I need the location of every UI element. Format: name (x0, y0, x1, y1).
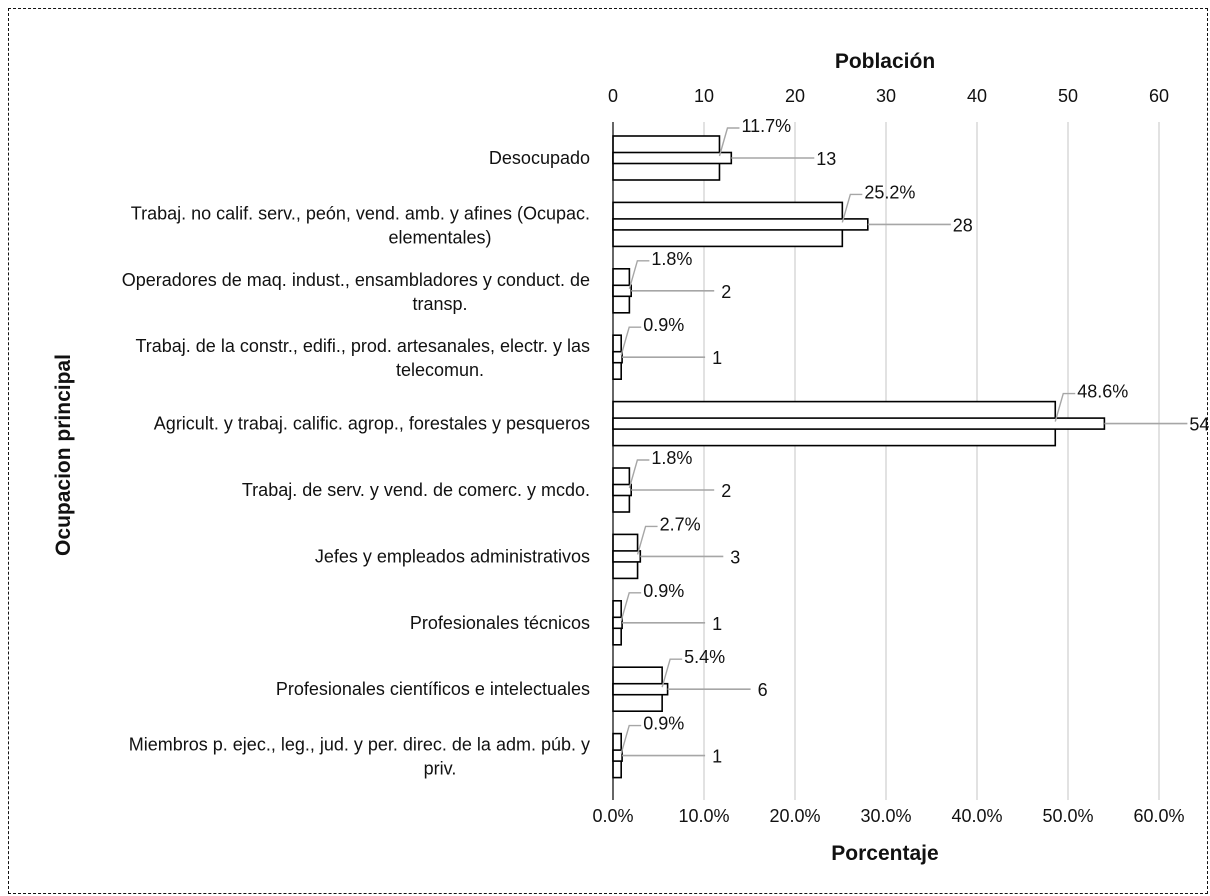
top-axis-tick-label: 0 (608, 86, 618, 106)
population-bar (612, 682, 669, 696)
population-data-label: 6 (758, 680, 768, 700)
top-axis-tick-label: 60 (1149, 86, 1169, 106)
bottom-axis-tick-label: 40.0% (951, 806, 1002, 826)
category-label: Trabaj. no calif. serv., peón, vend. amb… (131, 203, 590, 223)
category-label: elementales) (388, 227, 491, 247)
bottom-axis-tick-label: 30.0% (860, 806, 911, 826)
population-data-label: 13 (816, 149, 836, 169)
percentage-label-leader (620, 724, 642, 754)
bottom-axis-tick-label: 50.0% (1042, 806, 1093, 826)
category-label: Miembros p. ejec., leg., jud. y per. dir… (129, 735, 590, 755)
category-label: Desocupado (489, 148, 590, 168)
category-label: Trabaj. de serv. y vend. de comerc. y mc… (242, 480, 590, 500)
population-bar (612, 284, 633, 298)
population-data-label: 3 (730, 547, 740, 567)
top-axis-tick-label: 50 (1058, 86, 1078, 106)
percentage-label-leader (620, 592, 642, 621)
percentage-label-leader (1054, 392, 1076, 422)
population-bar (612, 483, 633, 497)
population-bar (612, 550, 642, 563)
bottom-axis-tick-label: 10.0% (678, 806, 729, 826)
percentage-data-label: 1.8% (651, 448, 692, 468)
population-data-label: 2 (721, 282, 731, 302)
population-data-label: 1 (712, 614, 722, 634)
population-data-label: 54 (1189, 415, 1209, 435)
category-label: Trabaj. de la constr., edifi., prod. art… (135, 336, 590, 356)
bottom-axis-title: Porcentaje (831, 842, 938, 865)
percentage-data-label: 5.4% (684, 647, 725, 667)
percentage-data-label: 0.9% (643, 714, 684, 734)
percentage-data-label: 2.7% (660, 514, 701, 534)
percentage-data-label: 11.7% (741, 116, 791, 136)
top-axis-tick-label: 10 (694, 86, 714, 106)
population-bar (612, 218, 869, 231)
category-label: priv. (424, 759, 457, 779)
percentage-label-leader (628, 459, 650, 489)
top-axis-title: Población (835, 50, 935, 73)
category-label: Jefes y empleados administrativos (315, 546, 590, 566)
percentage-data-label: 0.9% (643, 581, 684, 601)
population-data-label: 1 (712, 348, 722, 368)
category-label: Agricult. y trabaj. calific. agrop., for… (154, 414, 590, 434)
category-label: telecomun. (396, 360, 484, 380)
bottom-axis-tick-label: 0.0% (592, 806, 633, 826)
population-data-label: 28 (953, 215, 973, 235)
population-bar (612, 350, 623, 364)
percentage-label-leader (841, 193, 863, 223)
population-bar (612, 616, 623, 630)
category-label: transp. (412, 294, 467, 314)
percentage-label-leader (661, 658, 683, 688)
bottom-axis-tick-label: 20.0% (769, 806, 820, 826)
percentage-data-label: 1.8% (651, 249, 692, 269)
percentage-label-leader (636, 525, 658, 555)
percentage-data-label: 25.2% (864, 182, 915, 202)
y-axis-title: Ocupacion principal (52, 354, 75, 556)
population-bar (612, 417, 1106, 430)
population-data-label: 2 (721, 481, 731, 501)
top-axis-tick-label: 30 (876, 86, 896, 106)
category-label: Operadores de maq. indust., ensambladore… (122, 270, 590, 290)
percentage-label-leader (620, 326, 642, 356)
population-bar (612, 749, 623, 762)
percentage-data-label: 0.9% (643, 315, 684, 335)
percentage-data-label: 48.6% (1077, 382, 1128, 402)
chart-frame (8, 8, 1208, 894)
population-data-label: 1 (712, 747, 722, 767)
top-axis-tick-label: 20 (785, 86, 805, 106)
top-axis-tick-label: 40 (967, 86, 987, 106)
category-label: Profesionales técnicos (410, 613, 590, 633)
bottom-axis-tick-label: 60.0% (1133, 806, 1184, 826)
population-bar (612, 151, 733, 165)
category-label: Profesionales científicos e intelectuale… (276, 679, 590, 699)
percentage-label-leader (628, 260, 650, 289)
percentage-label-leader (718, 127, 740, 157)
